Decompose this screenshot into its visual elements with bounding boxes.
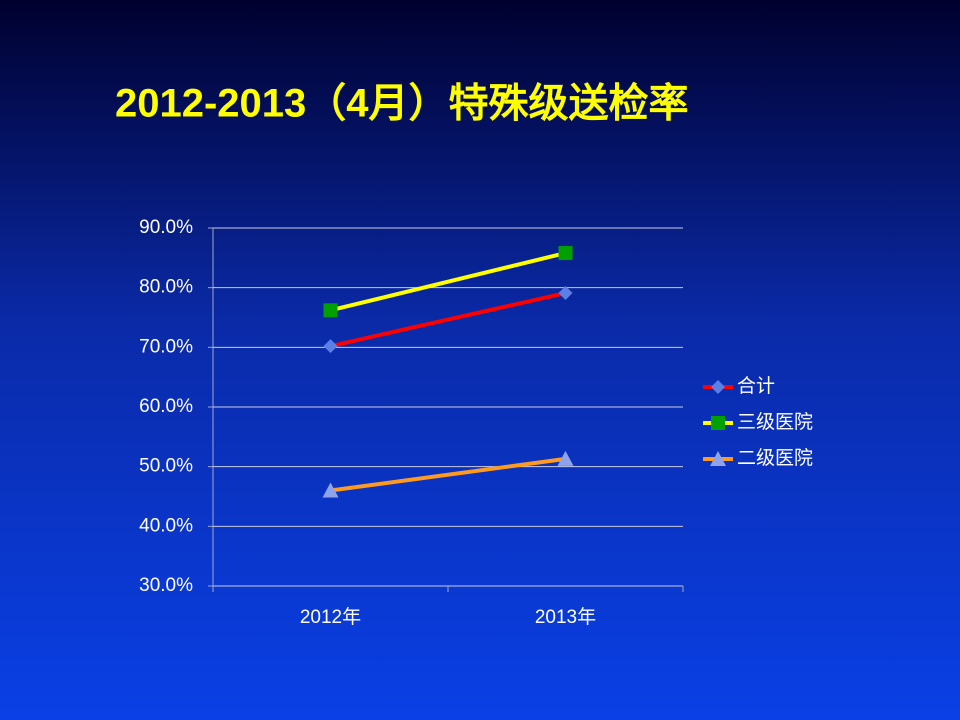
data-point: [557, 450, 574, 466]
data-point: [323, 303, 338, 318]
data-point: [558, 246, 573, 261]
chart-title: 2012-2013（4月）特殊级送检率: [115, 82, 689, 126]
series-line: [330, 251, 566, 313]
y-tick-label: 50.0%: [139, 456, 193, 477]
data-point: [558, 286, 573, 301]
y-tick-label: 80.0%: [139, 277, 193, 298]
x-tick-label: 2013年: [535, 606, 596, 628]
y-tick-label: 40.0%: [139, 515, 193, 536]
legend-label: 三级医院: [737, 411, 813, 433]
series-line: [330, 456, 566, 493]
data-point: [322, 482, 339, 498]
data-point: [323, 339, 338, 354]
legend-label: 二级医院: [737, 447, 813, 469]
y-tick-label: 60.0%: [139, 396, 193, 417]
x-tick-label: 2012年: [300, 606, 361, 628]
legend-label: 合计: [737, 375, 775, 397]
legend-marker: [711, 416, 725, 430]
y-tick-label: 30.0%: [139, 575, 193, 596]
y-tick-label: 90.0%: [139, 217, 193, 238]
series-line: [330, 291, 566, 349]
legend-marker: [711, 380, 725, 394]
y-tick-label: 70.0%: [139, 336, 193, 357]
legend-marker: [710, 451, 726, 466]
